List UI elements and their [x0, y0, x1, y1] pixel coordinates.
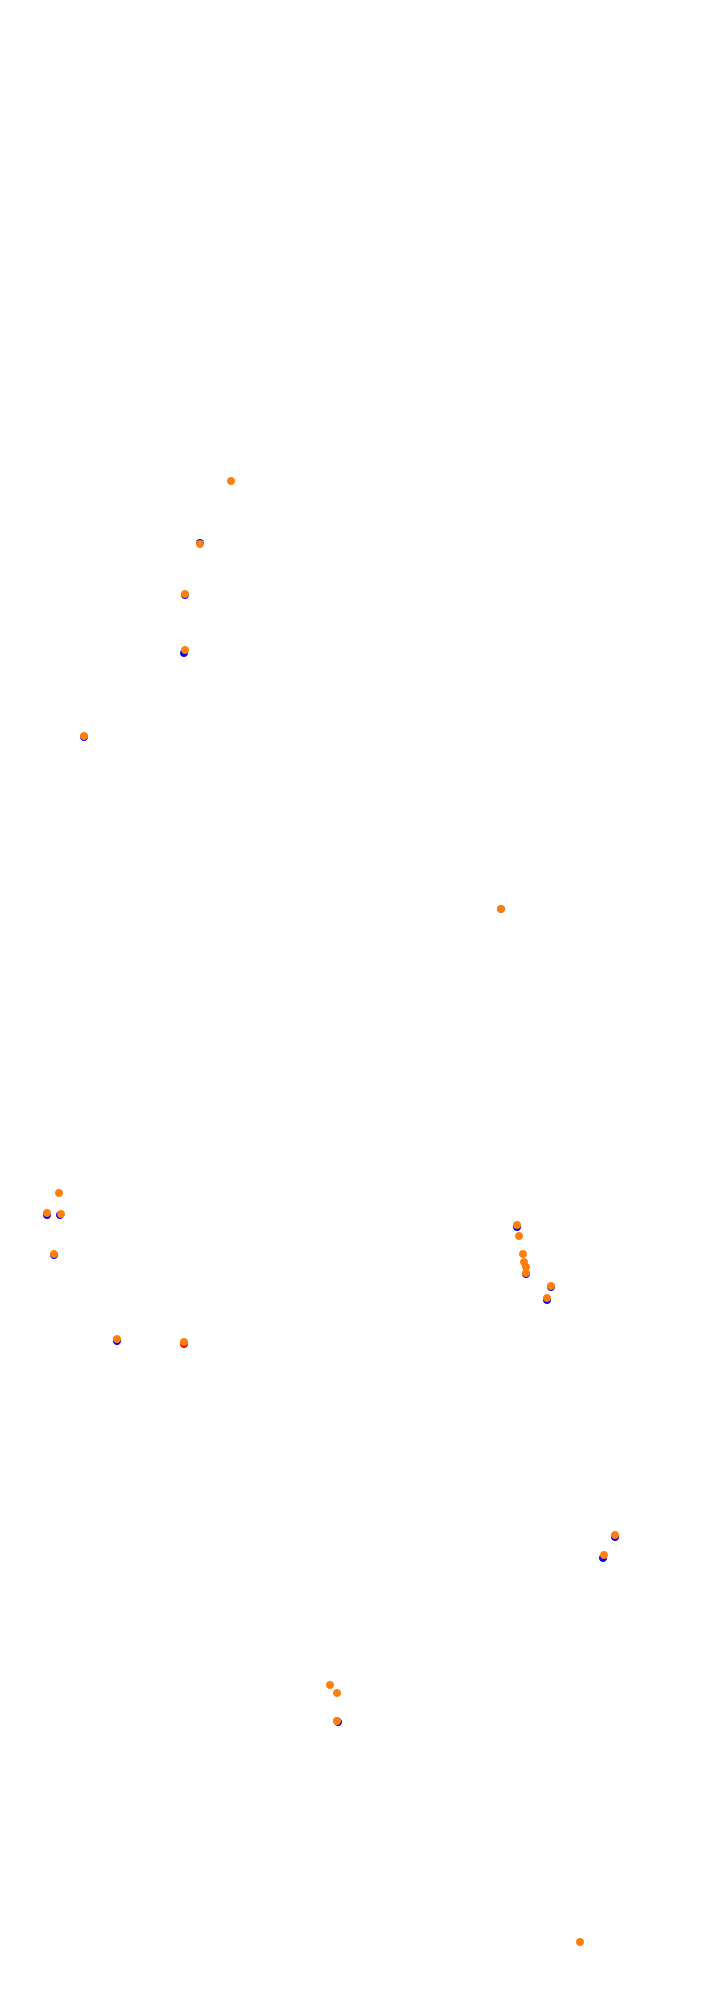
data-point-series-2-6 — [55, 1189, 63, 1197]
series-2 — [43, 477, 619, 1946]
data-point-series-2-23 — [333, 1689, 341, 1697]
data-point-series-2-21 — [600, 1551, 608, 1559]
data-point-series-2-9 — [50, 1250, 58, 1258]
data-point-series-2-10 — [513, 1221, 521, 1229]
data-point-series-2-4 — [80, 732, 88, 740]
data-point-series-2-22 — [326, 1681, 334, 1689]
data-point-series-2-12 — [519, 1250, 527, 1258]
data-point-series-2-11 — [515, 1232, 523, 1240]
data-point-series-2-5 — [497, 905, 505, 913]
data-point-series-2-14 — [522, 1263, 530, 1271]
data-point-series-2-3 — [181, 646, 189, 654]
data-point-series-2-15 — [522, 1269, 530, 1277]
series-0 — [43, 539, 619, 1726]
data-point-series-2-1 — [196, 540, 204, 548]
data-point-series-2-2 — [181, 590, 189, 598]
data-point-series-2-0 — [227, 477, 235, 485]
data-point-series-2-7 — [43, 1209, 51, 1217]
data-point-series-2-8 — [57, 1210, 65, 1218]
data-point-series-2-16 — [547, 1282, 555, 1290]
data-point-series-2-24 — [333, 1717, 341, 1725]
data-point-series-2-25 — [576, 1938, 584, 1946]
data-point-series-2-18 — [113, 1335, 121, 1343]
data-point-series-2-17 — [543, 1294, 551, 1302]
data-point-series-2-19 — [180, 1338, 188, 1346]
data-point-series-2-20 — [611, 1531, 619, 1539]
